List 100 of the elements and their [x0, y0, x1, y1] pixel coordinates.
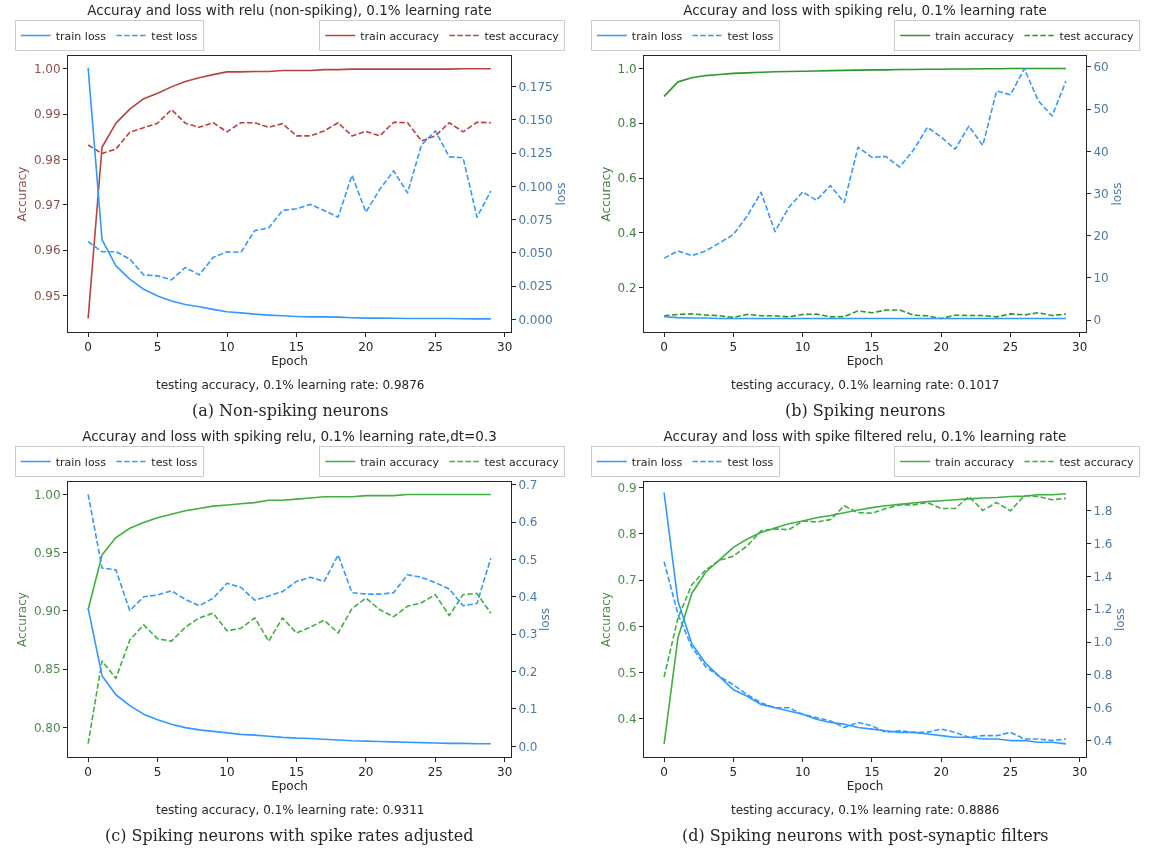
- legend-label: test accuracy: [484, 29, 560, 43]
- y2-tick-label: 1.2: [1093, 602, 1113, 617]
- y2-tick-label: 20: [1093, 228, 1109, 243]
- y-tick-label: 0.97: [33, 198, 61, 213]
- y-tick-label: 0.2: [617, 280, 637, 295]
- y-tick-label: 1.00: [33, 61, 61, 76]
- y-tick-label: 0.98: [33, 152, 61, 167]
- legend-label: test loss: [151, 29, 198, 43]
- legend-label: train loss: [631, 455, 683, 469]
- y-tick-label: 0.7: [617, 573, 637, 588]
- y2-tick-label: 0.175: [518, 79, 553, 94]
- x-tick-label: 25: [427, 765, 443, 780]
- text: (c) Spiking neurons with spike rates adjusted: [105, 826, 474, 845]
- legend-label: test loss: [727, 29, 774, 43]
- y2-tick-label: 30: [1093, 186, 1109, 201]
- y2-axis-title: loss: [1109, 182, 1124, 206]
- line-series: [663, 309, 1067, 320]
- x-tick-label: 20: [933, 340, 949, 355]
- x-tick-label: 5: [153, 340, 162, 355]
- x-tick-label: 25: [1002, 340, 1019, 355]
- legend-label: train accuracy: [935, 455, 1015, 469]
- y2-axis-title: loss: [538, 607, 553, 632]
- y2-axis-title: loss: [1113, 607, 1128, 632]
- x-tick-label: 0: [660, 765, 668, 780]
- y-tick-label: 0.4: [617, 711, 637, 726]
- y2-tick-label: 0.6: [1093, 700, 1113, 715]
- text: (b) Spiking neurons: [785, 401, 946, 420]
- x-tick-label: 10: [795, 340, 811, 355]
- y2-tick-label: 0.4: [518, 589, 538, 604]
- y2-tick-label: 40: [1093, 144, 1109, 159]
- y-tick-label: 0.95: [33, 545, 61, 560]
- y2-tick-label: 0.4: [1093, 733, 1113, 748]
- x-axis-title: Epoch: [271, 354, 308, 369]
- text: testing accuracy, 0.1% learning rate: 0.8886: [731, 803, 1000, 817]
- x-tick-label: 30: [1072, 765, 1088, 780]
- x-axis-title: Epoch: [846, 354, 884, 369]
- y2-tick-label: 0.0: [518, 739, 538, 754]
- legend-label: test accuracy: [484, 455, 560, 469]
- legend-label: train accuracy: [935, 29, 1015, 43]
- x-tick-label: 10: [219, 765, 235, 780]
- y2-tick-label: 0.125: [518, 146, 553, 161]
- line-series: [663, 67, 1067, 98]
- x-tick-label: 15: [288, 765, 305, 780]
- y2-tick-label: 0.150: [518, 113, 553, 128]
- y-axis-title: Accuracy: [598, 592, 613, 647]
- text: testing accuracy, 0.1% learning rate: 0.9311: [156, 803, 425, 817]
- x-tick-label: 20: [358, 340, 374, 355]
- y2-tick-label: 1.8: [1093, 503, 1113, 518]
- line-series: [663, 67, 1067, 259]
- line-series: [87, 67, 492, 320]
- text: (a) Non-spiking neurons: [192, 401, 389, 420]
- text: testing accuracy, 0.1% learning rate: 0.9876: [156, 378, 425, 392]
- y2-tick-label: 10: [1093, 271, 1109, 286]
- y2-tick-label: 0: [1093, 313, 1102, 328]
- y-tick-label: 0.4: [617, 226, 637, 240]
- y-tick-label: 1.0: [617, 61, 637, 76]
- y-tick-label: 0.6: [617, 171, 637, 186]
- y-tick-label: 1.00: [33, 487, 61, 502]
- x-tick-label: 0: [660, 340, 668, 355]
- x-tick-label: 20: [933, 765, 949, 780]
- x-tick-label: 10: [795, 765, 811, 780]
- y2-tick-label: 1.0: [1093, 635, 1113, 650]
- x-tick-label: 25: [427, 340, 443, 355]
- y-axis-title: Accuracy: [15, 592, 30, 647]
- legend-label: train accuracy: [360, 29, 440, 43]
- y2-tick-label: 0.100: [518, 179, 553, 194]
- chart-title: Accuray and loss with relu (non-spiking), 0.1% learning rate: [87, 2, 492, 19]
- y-tick-label: 0.96: [33, 243, 61, 258]
- y2-tick-label: 0.5: [518, 552, 538, 567]
- x-tick-label: 30: [497, 340, 513, 355]
- y-tick-label: 0.99: [33, 107, 61, 122]
- x-axis-title: Epoch: [846, 779, 884, 794]
- chart-title: Accuray and loss with spiking relu, 0.1% learning rate: [683, 2, 1047, 19]
- text: (d) Spiking neurons with post-synaptic filters: [682, 826, 1049, 845]
- x-tick-label: 0: [84, 765, 92, 780]
- x-tick-label: 15: [288, 340, 305, 355]
- legend-label: train loss: [55, 29, 107, 43]
- y-tick-label: 0.5: [617, 665, 637, 680]
- legend-label: train accuracy: [360, 455, 440, 469]
- x-tick-label: 10: [219, 340, 235, 355]
- y2-tick-label: 0.2: [518, 664, 538, 679]
- y-tick-label: 0.8: [617, 527, 637, 542]
- y2-axis-title: loss: [553, 182, 568, 206]
- legend-label: train loss: [55, 455, 107, 469]
- y2-tick-label: 0.000: [518, 312, 553, 327]
- legend-label: test accuracy: [1059, 29, 1135, 43]
- x-tick-label: 15: [864, 340, 880, 355]
- x-tick-label: 0: [84, 340, 92, 355]
- legend-label: test loss: [151, 455, 198, 469]
- legend-label: test loss: [727, 455, 774, 469]
- legend-label: train loss: [631, 29, 683, 43]
- chart-title: Accuray and loss with spiking relu, 0.1% learning rate,dt=0.3: [82, 428, 497, 445]
- y2-tick-label: 0.050: [518, 246, 553, 261]
- y-tick-label: 0.80: [33, 720, 61, 735]
- x-tick-label: 15: [864, 765, 880, 780]
- y2-tick-label: 50: [1093, 102, 1109, 117]
- y2-tick-label: 1.4: [1093, 569, 1113, 584]
- x-axis-title: Epoch: [271, 779, 308, 794]
- y-axis-title: Accuracy: [15, 166, 30, 222]
- y2-tick-label: 0.075: [518, 212, 553, 227]
